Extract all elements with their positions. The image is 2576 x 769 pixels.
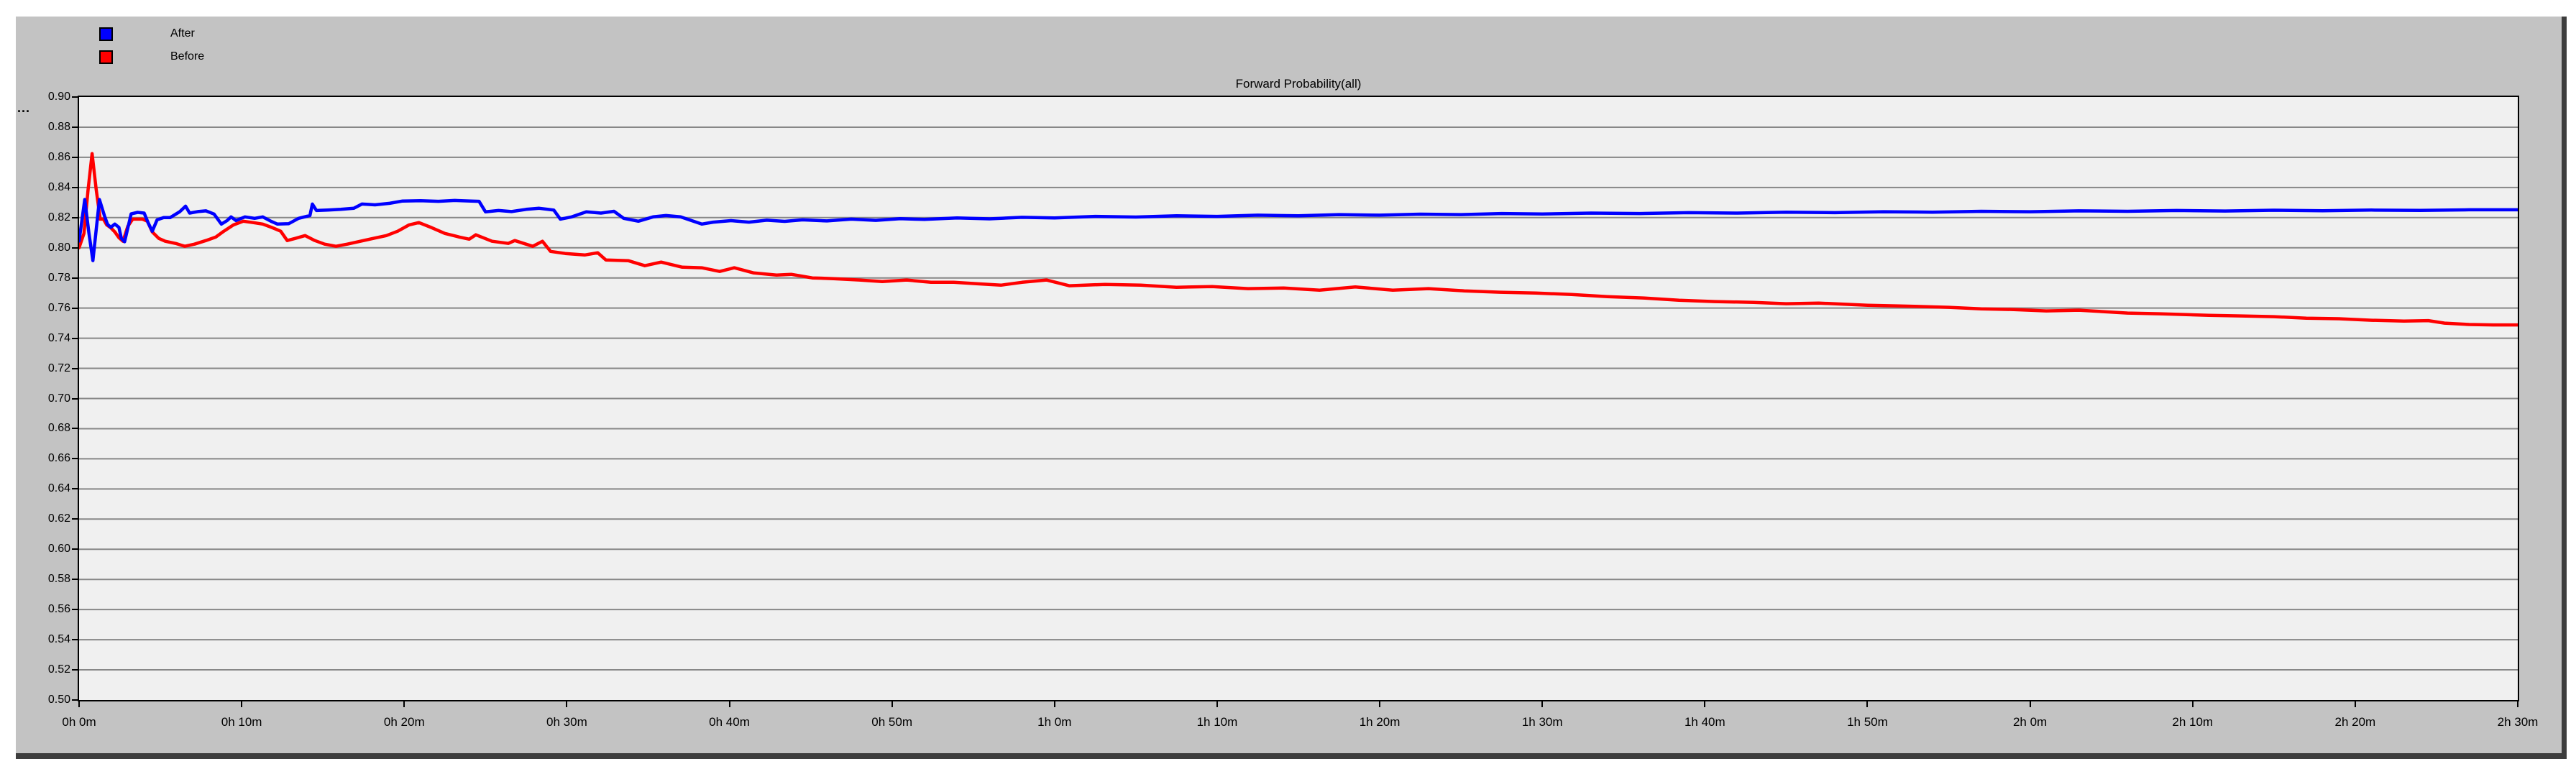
x-axis-tick bbox=[891, 701, 893, 707]
y-axis-tick-label: 0.66 bbox=[47, 452, 70, 465]
chart-panel: After Before Forward Probability(all) ..… bbox=[16, 17, 2567, 759]
plot-area bbox=[78, 96, 2519, 701]
x-axis-tick bbox=[241, 701, 243, 707]
x-axis-tick-label: 2h 20m bbox=[2334, 715, 2376, 729]
y-axis-tick-label: 0.78 bbox=[47, 271, 70, 284]
x-axis-tick-label: 1h 0m bbox=[1037, 715, 1072, 729]
y-axis-tick bbox=[72, 699, 78, 701]
x-axis-tick bbox=[1053, 701, 1055, 707]
before-color-swatch-icon bbox=[99, 50, 113, 64]
y-axis-tick-label: 0.72 bbox=[47, 362, 70, 374]
x-axis-tick-label: 2h 30m bbox=[2497, 715, 2539, 729]
x-axis-tick-label: 0h 20m bbox=[383, 715, 425, 729]
y-axis-tick bbox=[72, 579, 78, 581]
y-axis-tick bbox=[72, 307, 78, 309]
y-axis-tick-label: 0.84 bbox=[47, 180, 70, 193]
y-axis-overflow-indicator: ... bbox=[17, 101, 31, 115]
y-axis-tick-label: 0.68 bbox=[47, 422, 70, 435]
x-axis-tick-label: 0h 50m bbox=[871, 715, 912, 729]
legend: After Before bbox=[99, 22, 204, 68]
x-axis-tick bbox=[728, 701, 730, 707]
chart-title: Forward Probability(all) bbox=[1235, 77, 1362, 91]
y-axis-tick-label: 0.52 bbox=[47, 663, 70, 676]
y-axis-tick bbox=[72, 156, 78, 158]
x-axis-tick bbox=[403, 701, 405, 707]
y-axis-tick bbox=[72, 126, 78, 128]
y-axis-tick-label: 0.50 bbox=[47, 694, 70, 706]
y-axis-tick bbox=[72, 518, 78, 520]
y-axis-tick bbox=[72, 669, 78, 671]
x-axis-tick-label: 1h 30m bbox=[1521, 715, 1563, 729]
y-axis-tick-label: 0.76 bbox=[47, 301, 70, 314]
x-axis-tick bbox=[2029, 701, 2031, 707]
x-axis-tick bbox=[1704, 701, 1706, 707]
x-axis-tick bbox=[1379, 701, 1381, 707]
x-axis-tick bbox=[1866, 701, 1869, 707]
y-axis-tick bbox=[72, 428, 78, 430]
y-axis-tick bbox=[72, 367, 78, 369]
x-axis-tick-label: 0h 10m bbox=[221, 715, 262, 729]
y-axis-tick-label: 0.80 bbox=[47, 241, 70, 254]
y-axis-tick-label: 0.74 bbox=[47, 331, 70, 344]
y-axis-tick-label: 0.70 bbox=[47, 392, 70, 405]
x-axis-tick-label: 0h 30m bbox=[546, 715, 587, 729]
y-axis-tick bbox=[72, 458, 78, 460]
x-axis-tick bbox=[2191, 701, 2194, 707]
x-axis-tick bbox=[1216, 701, 1218, 707]
y-axis-tick bbox=[72, 609, 78, 611]
y-axis-tick-label: 0.60 bbox=[47, 543, 70, 556]
y-axis-tick bbox=[72, 277, 78, 279]
y-axis-tick bbox=[72, 337, 78, 339]
y-axis-tick-label: 0.56 bbox=[47, 603, 70, 616]
y-axis-tick-label: 0.64 bbox=[47, 482, 70, 495]
legend-item-before: Before bbox=[99, 45, 204, 68]
y-axis-tick bbox=[72, 397, 78, 400]
x-axis-tick bbox=[78, 701, 80, 707]
y-axis-tick-label: 0.90 bbox=[47, 91, 70, 103]
x-axis-tick bbox=[1541, 701, 1544, 707]
y-axis-tick-label: 0.82 bbox=[47, 211, 70, 224]
after-color-swatch-icon bbox=[99, 27, 113, 41]
series-line-before bbox=[79, 152, 2518, 327]
y-axis-tick bbox=[72, 488, 78, 490]
y-axis-tick-label: 0.62 bbox=[47, 512, 70, 525]
y-axis-tick-label: 0.54 bbox=[47, 633, 70, 646]
x-axis-tick bbox=[566, 701, 568, 707]
x-axis-tick-label: 2h 10m bbox=[2172, 715, 2214, 729]
y-axis-tick bbox=[72, 548, 78, 551]
x-axis-tick-label: 1h 40m bbox=[1684, 715, 1725, 729]
y-axis-tick bbox=[72, 247, 78, 249]
legend-item-after: After bbox=[99, 22, 204, 45]
x-axis-tick bbox=[2517, 701, 2518, 707]
series-line-after bbox=[79, 198, 2518, 262]
chart-canvas bbox=[79, 126, 2518, 671]
y-axis-tick bbox=[72, 639, 78, 641]
x-axis-tick-label: 1h 20m bbox=[1359, 715, 1401, 729]
x-axis-tick-label: 0h 40m bbox=[709, 715, 750, 729]
x-axis-tick-label: 0h 0m bbox=[62, 715, 96, 729]
x-axis-tick-label: 1h 50m bbox=[1847, 715, 1888, 729]
y-axis-tick bbox=[72, 186, 78, 188]
legend-label-after: After bbox=[170, 27, 195, 40]
y-axis-tick-label: 0.86 bbox=[47, 150, 70, 163]
x-axis-tick bbox=[2354, 701, 2356, 707]
legend-label-before: Before bbox=[170, 50, 205, 63]
x-axis-tick-label: 1h 10m bbox=[1196, 715, 1238, 729]
y-axis-tick-label: 0.58 bbox=[47, 573, 70, 586]
x-axis-tick-label: 2h 0m bbox=[2012, 715, 2048, 729]
y-axis-tick bbox=[72, 216, 78, 218]
y-axis-tick-label: 0.88 bbox=[47, 120, 70, 133]
y-axis-tick bbox=[72, 96, 78, 98]
